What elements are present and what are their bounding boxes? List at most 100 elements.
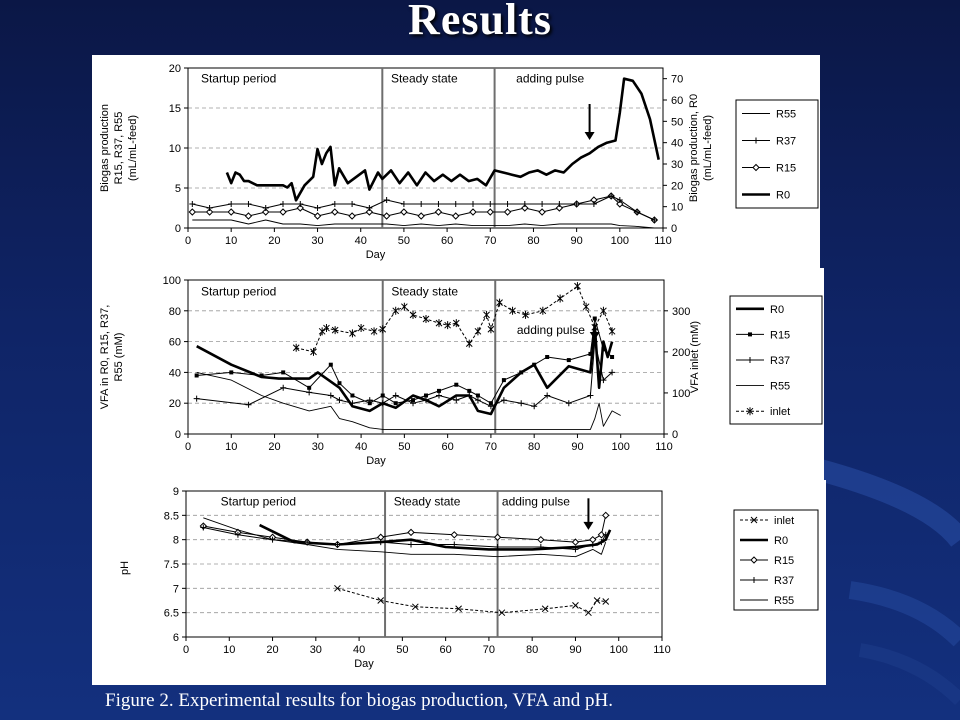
x-tick-label: 20 [268,235,280,247]
x-tick-label: 110 [655,441,673,453]
y-axis-label: R15, R37, R55 [113,112,125,185]
data-point-r37 [314,205,321,211]
data-point-r37 [573,201,580,207]
data-point-r15 [424,393,428,398]
data-point-r15 [610,355,615,359]
data-point-r15 [382,212,391,220]
data-point-r37 [206,205,213,211]
x-tick-label: 10 [225,235,237,247]
series-line-inlet [296,285,613,353]
x-tick-label: 100 [610,644,628,656]
data-point-inlet [602,598,610,605]
y-tick-label: 6.5 [164,608,179,620]
x-tick-label: 40 [355,235,367,247]
data-point-inlet [323,324,330,333]
data-point-r37 [474,397,481,404]
y-tick-label: 8.5 [164,510,179,522]
phase-label: Steady state [394,495,461,509]
data-point-r37 [423,397,429,404]
x-tick-label: 80 [526,644,538,656]
data-point-r37 [470,201,476,207]
x-tick-label: 0 [185,235,191,247]
x-tick-label: 70 [485,441,497,453]
x-tick-label: 30 [312,441,324,453]
y-tick-label: 0 [175,429,181,441]
phase-label: adding pulse [502,495,570,509]
y-tick-label: 40 [169,367,181,379]
legend-label-r55: R55 [776,109,796,121]
data-point-r15 [281,370,286,375]
data-point-inlet [370,327,378,336]
data-point-r15 [227,208,235,216]
data-point-inlet [292,343,300,352]
data-point-r37 [453,397,460,404]
legend-marker-r15 [750,556,758,564]
data-point-inlet [331,326,339,335]
data-point-inlet [452,319,460,328]
data-point-r15 [393,401,398,406]
legend-label-r15: R15 [774,555,794,567]
data-point-r15 [400,208,408,216]
data-point-r37 [228,201,235,207]
y-tick-label: 80 [169,306,181,318]
y2-axis-label: Biogas production, R0 [688,94,700,202]
data-point-inlet [574,282,581,291]
data-point-r15 [436,388,441,393]
x-tick-label: 110 [654,235,672,247]
data-point-inlet [334,584,341,592]
data-point-r15 [205,208,214,216]
y2-tick-label: 100 [672,388,690,400]
data-point-r37 [383,197,390,203]
x-tick-label: 50 [396,644,408,656]
plot-area-frame [187,279,665,435]
data-point-r15 [538,208,546,216]
series-line-r55 [203,517,607,558]
y2-axis-label: VFA inlet (mM) [689,321,701,393]
data-point-inlet [455,605,462,613]
data-point-r37 [336,397,343,404]
x-axis-label: Day [354,658,374,670]
x-tick-label: 40 [353,644,365,656]
data-point-r37 [327,392,334,399]
series-line-r0 [196,324,614,416]
data-point-r37 [189,201,196,207]
y2-tick-label: 0 [671,223,677,235]
y-tick-label: 0 [175,223,181,235]
y-tick-label: 9 [173,486,179,498]
data-point-r15 [229,370,234,375]
data-point-r15 [519,370,524,375]
data-point-r15 [407,528,415,537]
panel-vfa-background [92,268,824,480]
x-tick-label: 60 [442,441,454,453]
y2-tick-label: 60 [671,95,683,107]
data-point-r15 [488,401,493,406]
data-point-r37 [435,392,442,399]
y-tick-label: 20 [169,398,181,410]
data-point-inlet [465,339,473,348]
x-tick-label: 70 [483,644,495,656]
data-point-r37 [193,395,200,402]
data-point-inlet [392,306,400,315]
data-point-inlet [539,306,547,315]
y-tick-label: 60 [169,337,181,349]
data-point-r15 [454,382,459,387]
data-point-r37 [565,400,572,407]
data-point-r37 [349,201,356,207]
data-point-r15 [279,208,287,216]
x-axis-label: Day [366,249,386,261]
y2-tick-label: 20 [671,180,683,192]
data-point-r37 [500,397,507,404]
phase-label: adding pulse [516,71,584,85]
x-tick-label: 100 [611,235,629,247]
data-point-r37 [494,543,501,550]
data-point-r15 [493,533,502,541]
data-point-r37 [634,209,641,215]
data-point-r37 [280,384,287,391]
legend-label-r55: R55 [770,381,790,393]
data-point-r15 [602,511,610,520]
legend-marker-r37 [751,577,757,583]
data-point-r15 [244,212,253,220]
data-point-inlet [509,306,516,315]
